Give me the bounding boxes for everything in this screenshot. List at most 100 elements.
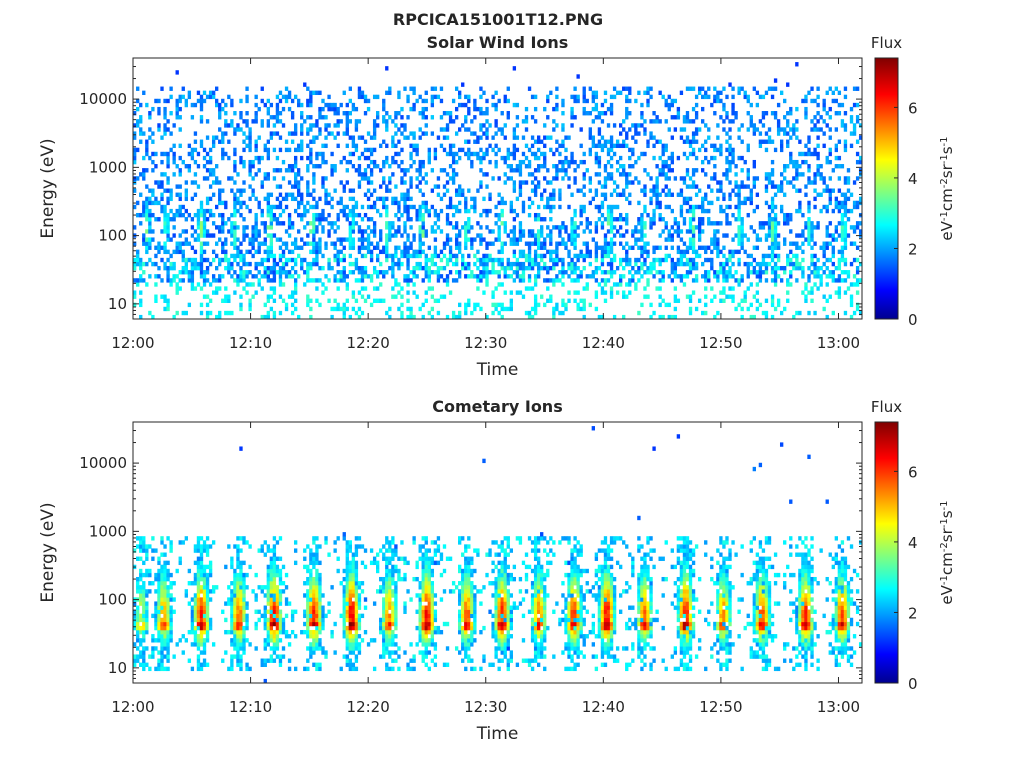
spectrogram-cell (758, 94, 763, 100)
spectrogram-cell (202, 294, 207, 299)
spectrogram-cell (354, 310, 359, 316)
spectrogram-cell (597, 115, 602, 120)
spectrogram-cell (318, 241, 322, 246)
spectrogram-cell (391, 135, 395, 140)
spectrogram-cell (676, 106, 681, 112)
spectrogram-cell (230, 212, 234, 218)
spectrogram-cell (436, 253, 441, 259)
spectrogram-cell (312, 257, 316, 263)
spectrogram-cell (242, 229, 246, 234)
spectrogram-cell (533, 237, 538, 242)
spectrogram-cell (840, 212, 845, 218)
spectrogram-cell (676, 245, 681, 250)
spectrogram-cell (145, 613, 149, 619)
spectrogram-cell (321, 98, 325, 104)
spectrogram-cell (773, 282, 778, 287)
spectrogram-cell (458, 90, 462, 96)
spectrogram-cell (366, 217, 371, 222)
spectrogram-cell (345, 127, 349, 132)
spectrogram-cell (691, 106, 696, 112)
spectrogram-cell (573, 233, 577, 238)
spectrogram-cell (737, 127, 741, 132)
spectrogram-cell (360, 294, 365, 299)
spectrogram-cell (734, 172, 738, 177)
spectrogram-cell (160, 585, 164, 590)
spectrogram-cell (439, 196, 444, 202)
spectrogram-cell (339, 278, 343, 283)
spectrogram-cell (245, 98, 249, 104)
spectrogram-cell (813, 270, 817, 275)
spectrogram-cell (570, 229, 574, 234)
spectrogram-cell (451, 180, 456, 185)
spectrogram-cell (576, 257, 580, 263)
spectrogram-cell (588, 253, 592, 259)
spectrogram-cell (716, 241, 720, 246)
spectrogram-cell (637, 90, 641, 96)
spectrogram-cell (385, 245, 389, 250)
spectrogram-cell (813, 127, 817, 132)
spectrogram-cell (646, 102, 650, 108)
spectrogram-cell (834, 204, 838, 210)
spectrogram-cell (193, 159, 198, 165)
spectrogram-cell (503, 221, 507, 226)
spectrogram-cell (403, 180, 407, 185)
spectrogram-cell (300, 102, 304, 108)
spectrogram-cell (379, 229, 383, 234)
spectrogram-cell (142, 270, 146, 275)
spectrogram-cell (221, 257, 225, 263)
spectrogram-cell (476, 233, 480, 238)
spectrogram-cell (622, 274, 626, 279)
spectrogram-cell (427, 147, 431, 153)
spectrogram-cell (309, 94, 313, 100)
spectrogram-cell (588, 188, 592, 193)
spectrogram-cell (236, 274, 240, 279)
spectrogram-cell (303, 208, 307, 214)
spectrogram-cell (269, 294, 274, 299)
spectrogram-cell (224, 119, 228, 124)
spectrogram-cell (527, 274, 532, 279)
spectrogram-cell (594, 278, 599, 283)
spectrogram-cell (433, 221, 438, 226)
spectrogram-cell (275, 106, 280, 112)
spectrogram-cell (318, 111, 322, 116)
spectrogram-cell (142, 131, 146, 136)
spectrogram-cell (789, 241, 793, 246)
spectrogram-cell (576, 302, 580, 308)
spectrogram-cell (184, 208, 188, 214)
spectrogram-cell (230, 221, 234, 226)
spectrogram-cell (536, 135, 541, 140)
spectrogram-cell (406, 192, 410, 197)
spectrogram-cell (218, 188, 222, 193)
spectrogram-cell (464, 302, 468, 308)
spectrogram-cell (828, 221, 832, 226)
spectrogram-cell (710, 265, 714, 271)
spectrogram-cell (199, 621, 204, 627)
spectrogram-cell (412, 159, 416, 165)
spectrogram-cell (133, 662, 137, 667)
spectrogram-cell (840, 225, 845, 230)
spectrogram-cell (579, 298, 583, 303)
spectrogram-cell (479, 241, 483, 246)
spectrogram-cell (697, 237, 702, 242)
spectrogram-cell (813, 241, 817, 246)
x-tick-label: 12:00 (111, 334, 154, 352)
spectrogram-cell (810, 298, 814, 303)
spectrogram-cell (406, 274, 410, 279)
spectrogram-cell (372, 245, 377, 250)
spectrogram-cell (133, 131, 137, 136)
spectrogram-cell (400, 261, 404, 267)
spectrogram-cell (458, 94, 462, 100)
spectrogram-cell (701, 261, 705, 267)
spectrogram-cell (670, 135, 674, 140)
spectrogram-cell (139, 585, 143, 590)
spectrogram-cell (178, 212, 182, 218)
spectrogram-cell (789, 151, 793, 157)
spectrogram-cell (388, 237, 392, 242)
spectrogram-cell (348, 225, 352, 230)
spectrogram-cell (764, 314, 769, 320)
spectrogram-cell (193, 172, 198, 177)
spectrogram-cell (166, 585, 170, 590)
spectrogram-cell (676, 192, 681, 197)
spectrogram-cell (278, 253, 283, 259)
spectrogram-cell (379, 249, 383, 255)
